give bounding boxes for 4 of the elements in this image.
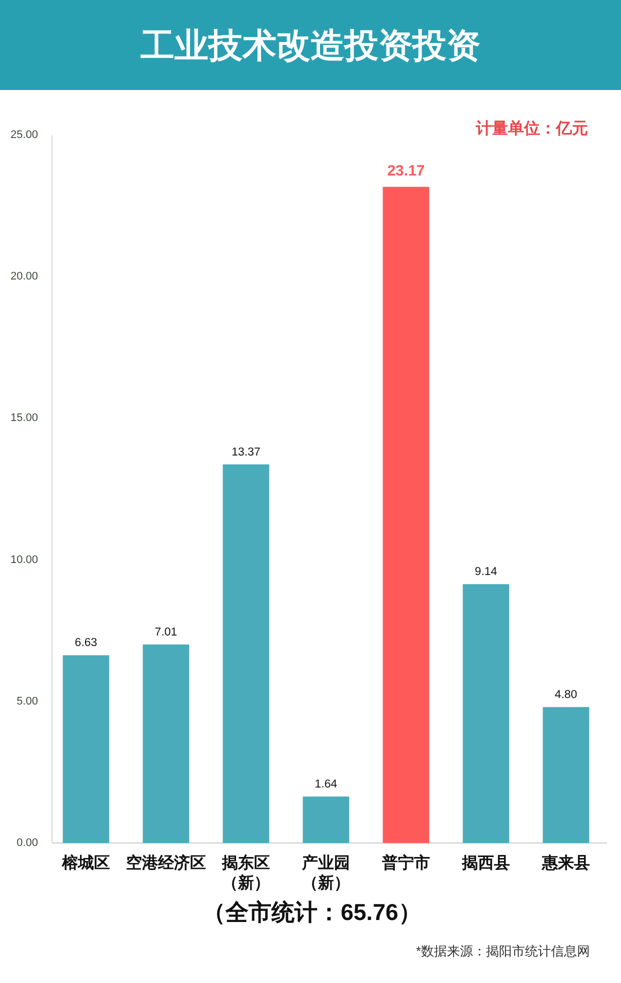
annotation: *数据来源：揭阳市统计信息网 xyxy=(416,944,590,958)
annotation: （全市统计：65.76） xyxy=(202,899,422,925)
title: 工业技术改造投资投资 xyxy=(140,27,480,65)
annotation: 计量单位：亿元 xyxy=(476,120,588,138)
